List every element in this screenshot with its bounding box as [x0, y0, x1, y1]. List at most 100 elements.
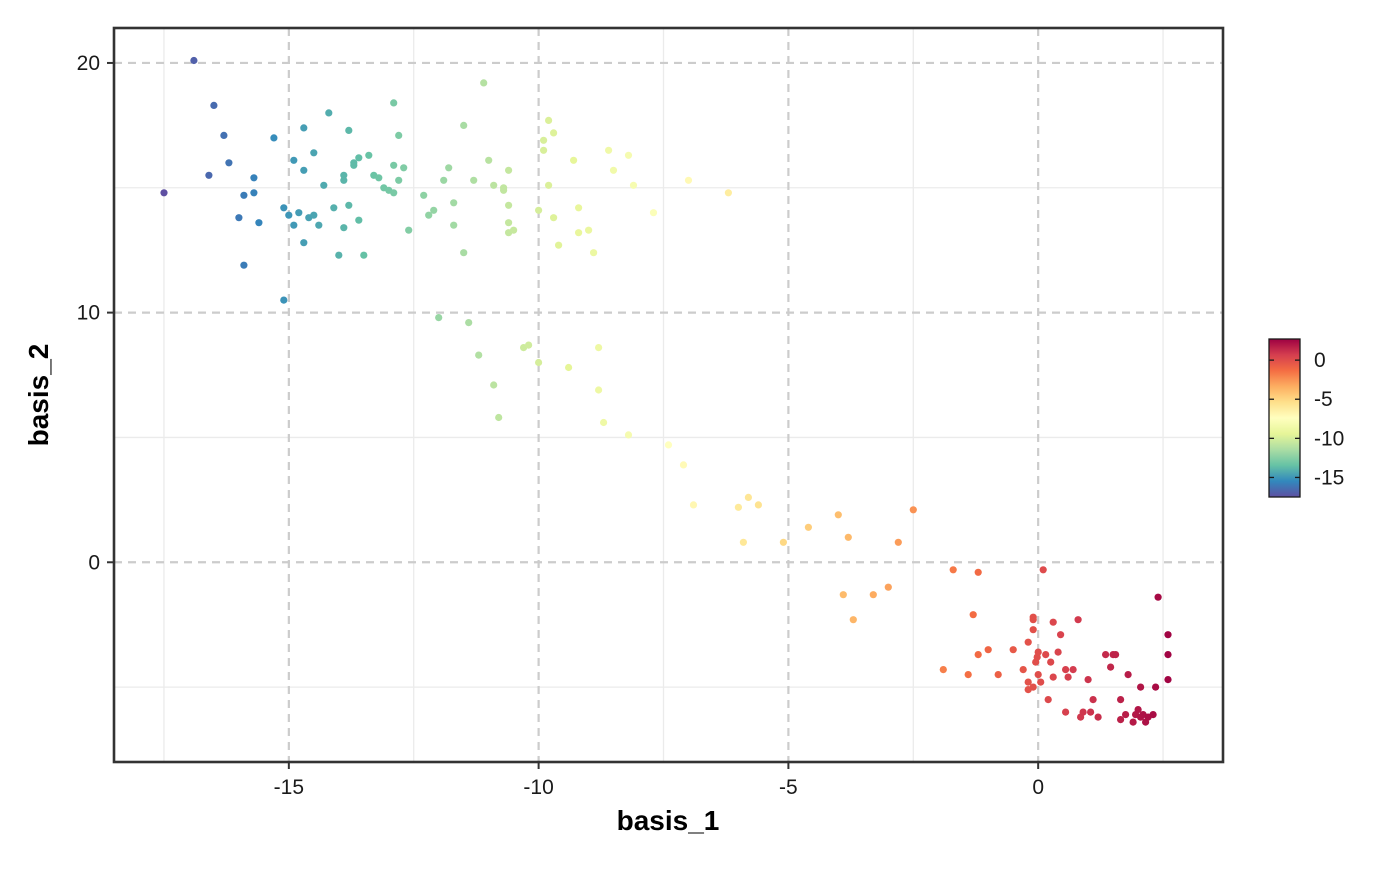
data-point	[629, 181, 638, 189]
data-point	[1107, 663, 1115, 671]
data-point	[1089, 696, 1097, 704]
data-point	[949, 566, 957, 574]
data-point	[1087, 708, 1095, 716]
data-point	[575, 204, 583, 212]
data-point	[984, 646, 992, 654]
data-point	[1009, 646, 1017, 654]
colorbar-ticks: 0 -5 -10 -15	[1269, 349, 1344, 489]
data-point	[1117, 696, 1125, 704]
data-point	[280, 296, 288, 304]
data-point	[445, 164, 453, 172]
data-point	[595, 344, 603, 352]
data-point	[1049, 618, 1057, 626]
data-point	[1134, 706, 1142, 714]
data-point	[340, 176, 348, 184]
data-point	[450, 199, 458, 207]
data-point	[839, 591, 847, 599]
data-point	[300, 166, 308, 174]
data-point	[1164, 676, 1172, 684]
data-point	[420, 191, 428, 199]
data-point	[340, 224, 348, 232]
data-point	[355, 154, 363, 162]
data-point	[570, 156, 578, 164]
data-point	[395, 131, 403, 139]
data-point	[440, 176, 448, 184]
data-point	[360, 251, 368, 259]
data-point	[624, 151, 633, 159]
data-point	[355, 216, 363, 224]
data-point	[470, 176, 478, 184]
data-point	[250, 189, 258, 197]
data-point	[1149, 711, 1157, 719]
data-point	[400, 164, 408, 172]
data-point	[495, 413, 503, 422]
data-point	[1084, 676, 1092, 684]
data-point	[1074, 616, 1082, 624]
data-point	[310, 211, 318, 219]
data-point	[540, 136, 548, 144]
data-point	[1122, 711, 1130, 719]
data-point	[525, 341, 533, 349]
data-point	[325, 109, 333, 117]
data-point	[460, 249, 468, 257]
data-point	[1024, 678, 1032, 686]
data-point	[550, 129, 558, 137]
data-point	[465, 319, 473, 327]
data-point	[575, 229, 583, 237]
data-point	[310, 149, 318, 157]
data-point	[1154, 593, 1162, 601]
data-point	[939, 666, 947, 674]
data-point	[974, 651, 982, 659]
data-point	[734, 503, 743, 511]
data-point	[994, 671, 1002, 679]
data-points	[160, 56, 1172, 726]
data-point	[225, 159, 233, 167]
data-point	[834, 511, 842, 519]
x-tick-label: -15	[274, 776, 304, 799]
data-point	[340, 171, 348, 179]
data-point	[500, 186, 508, 194]
data-point	[804, 523, 813, 531]
data-point	[964, 671, 972, 679]
data-point	[535, 206, 543, 214]
colorbar-tick-label: -5	[1314, 388, 1333, 411]
data-point	[894, 538, 902, 546]
data-point	[779, 538, 788, 546]
data-point	[160, 189, 168, 197]
data-point	[350, 161, 358, 169]
data-point	[555, 241, 563, 249]
data-point	[405, 226, 413, 234]
data-point	[684, 176, 693, 184]
data-point	[664, 441, 673, 449]
data-point	[220, 131, 228, 139]
data-point	[1042, 651, 1050, 659]
data-point	[600, 418, 608, 427]
data-point	[1152, 683, 1160, 691]
data-point	[509, 226, 518, 234]
data-point	[425, 211, 433, 219]
data-point	[1062, 708, 1070, 716]
x-tick-label: -10	[523, 776, 553, 799]
data-point	[295, 209, 303, 217]
data-point	[485, 156, 493, 164]
data-point	[609, 166, 618, 174]
data-point	[540, 146, 548, 154]
data-point	[844, 533, 852, 541]
data-point	[300, 124, 308, 132]
data-point	[490, 181, 498, 189]
data-point	[505, 201, 513, 209]
data-point	[205, 171, 213, 179]
data-point	[649, 209, 658, 217]
data-point	[974, 568, 982, 576]
y-axis-title: basis_2	[23, 344, 54, 447]
y-tick-label: 0	[88, 551, 100, 574]
data-point	[1029, 626, 1037, 634]
data-point	[1039, 566, 1047, 574]
data-point	[1034, 648, 1042, 656]
data-point	[450, 221, 458, 229]
x-axis-title: basis_1	[617, 805, 720, 836]
data-point	[345, 201, 353, 209]
x-tick-label: -5	[779, 776, 798, 799]
